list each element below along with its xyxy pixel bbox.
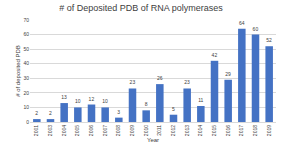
svg-text:26: 26 [157, 75, 163, 81]
svg-text:12: 12 [89, 96, 95, 102]
svg-text:23: 23 [130, 79, 136, 85]
svg-text:2016: 2016 [225, 125, 231, 136]
svg-text:2010: 2010 [143, 125, 149, 136]
svg-text:40: 40 [23, 60, 29, 66]
svg-text:23: 23 [184, 79, 190, 85]
svg-text:11: 11 [198, 97, 203, 103]
svg-text:8: 8 [145, 101, 148, 107]
svg-text:2019: 2019 [266, 125, 272, 136]
svg-text:0: 0 [26, 119, 29, 125]
svg-text:2007: 2007 [102, 125, 108, 136]
svg-text:2012: 2012 [170, 125, 176, 136]
svg-text:64: 64 [239, 20, 245, 26]
svg-text:60: 60 [253, 26, 259, 32]
svg-text:5: 5 [172, 106, 175, 112]
svg-text:2005: 2005 [74, 125, 80, 136]
svg-text:2013: 2013 [184, 125, 190, 136]
svg-text:2001: 2001 [33, 125, 39, 136]
svg-text:60: 60 [23, 31, 29, 37]
svg-text:2003: 2003 [47, 125, 53, 136]
svg-text:29: 29 [225, 71, 231, 77]
svg-text:2017: 2017 [238, 125, 244, 136]
svg-text:# of deposited PDB: # of deposited PDB [15, 45, 21, 97]
svg-text:30: 30 [23, 75, 29, 81]
svg-text:2006: 2006 [88, 125, 94, 136]
svg-text:2008: 2008 [115, 125, 121, 136]
svg-text:2018: 2018 [252, 125, 258, 136]
svg-text:70: 70 [23, 17, 29, 23]
svg-text:20: 20 [23, 90, 29, 96]
svg-text:10: 10 [23, 104, 29, 110]
svg-text:2014: 2014 [197, 125, 203, 136]
svg-text:10: 10 [75, 98, 81, 104]
svg-text:2015: 2015 [211, 125, 217, 136]
svg-text:2: 2 [35, 110, 38, 116]
svg-text:50: 50 [23, 46, 29, 52]
svg-text:13: 13 [61, 94, 67, 100]
svg-text:3: 3 [117, 109, 120, 115]
svg-text:52: 52 [266, 37, 272, 43]
svg-text:42: 42 [212, 52, 218, 58]
svg-text:2011: 2011 [156, 125, 162, 136]
svg-text:# of Deposited PDB of RNA poly: # of Deposited PDB of RNA polymerases [59, 3, 223, 13]
svg-text:2009: 2009 [129, 125, 135, 136]
svg-text:Year: Year [147, 137, 159, 143]
svg-text:2: 2 [49, 110, 52, 116]
svg-text:10: 10 [102, 98, 108, 104]
svg-text:2004: 2004 [61, 125, 67, 136]
